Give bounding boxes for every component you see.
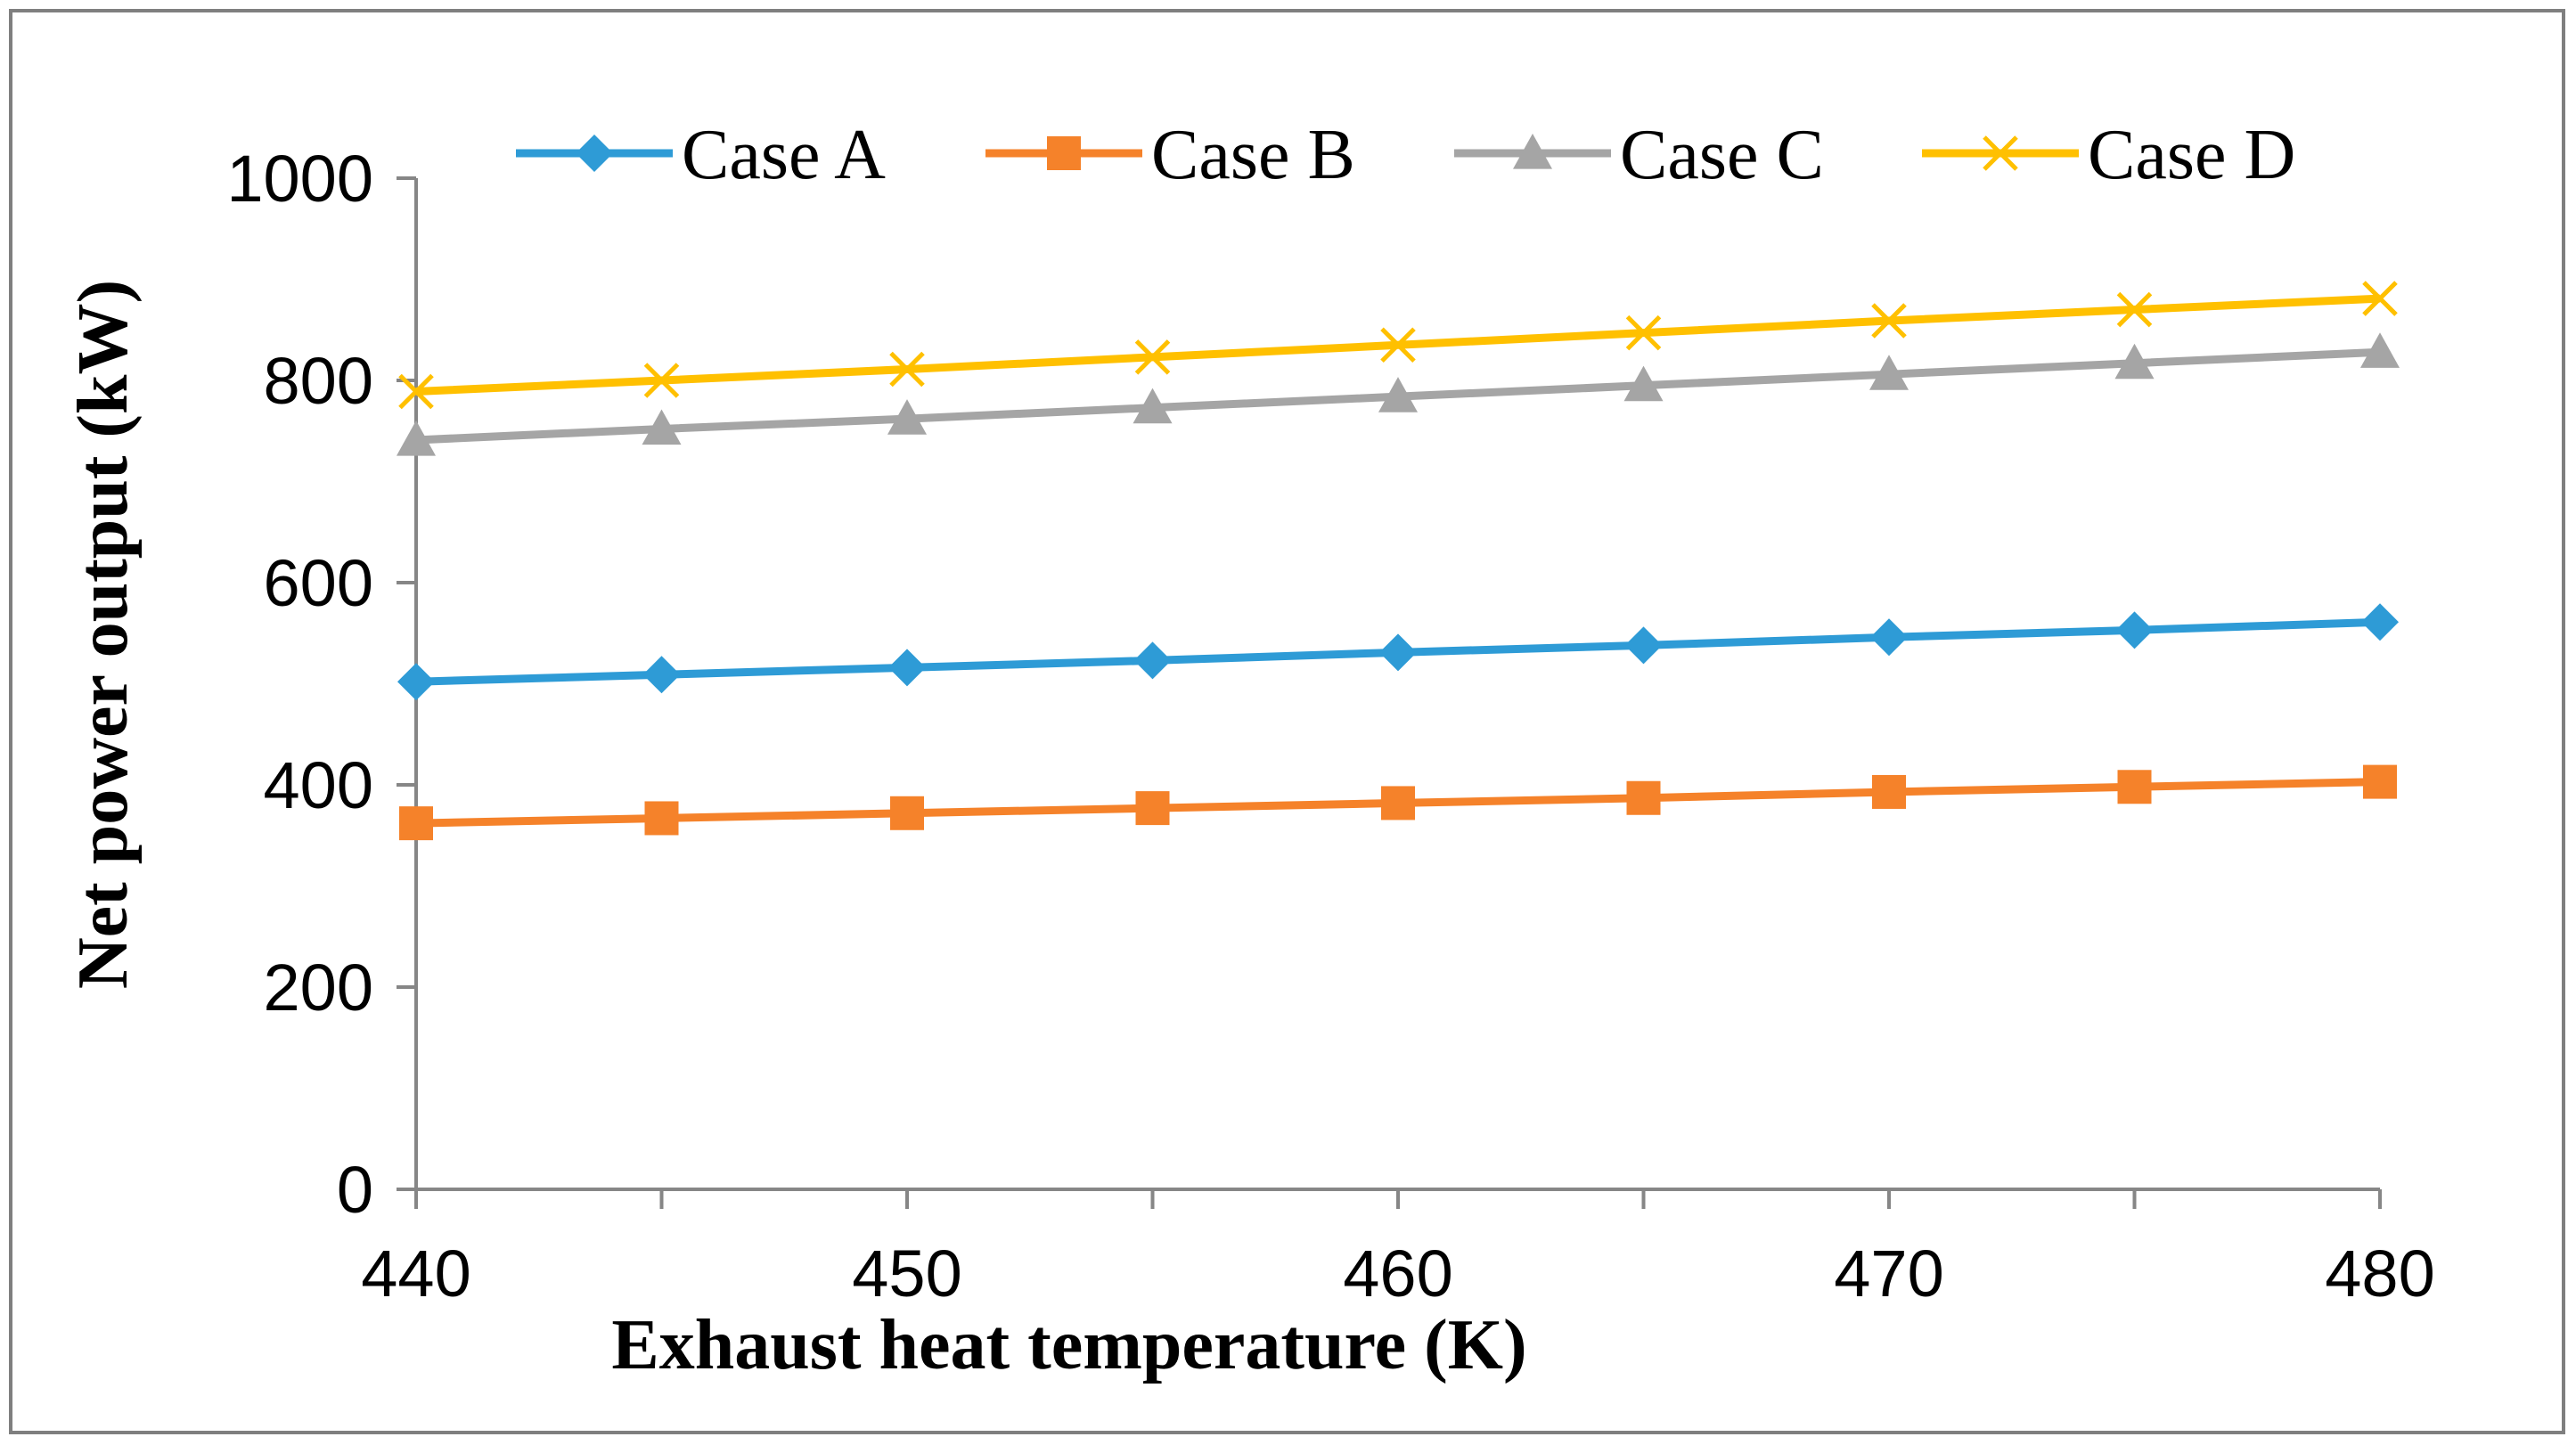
- series-case-b: [399, 764, 2397, 841]
- data-point-case-b: [399, 806, 433, 841]
- data-point-case-b: [1872, 774, 1906, 809]
- data-point-case-c: [2360, 332, 2400, 368]
- series-case-d: [398, 281, 2398, 410]
- data-point-case-d: [1134, 339, 1171, 375]
- x-tick-label: 480: [2325, 1237, 2434, 1310]
- data-point-case-a: [1624, 626, 1663, 665]
- data-point-case-a: [2115, 611, 2154, 649]
- data-point-case-d: [1380, 327, 1416, 363]
- legend-label-case-c: Case C: [1620, 116, 1824, 194]
- x-tick-label: 460: [1343, 1237, 1452, 1310]
- y-axis-title: Net power output (kW): [64, 280, 143, 989]
- data-point-case-b: [1626, 780, 1661, 815]
- series-case-a: [397, 603, 2399, 701]
- data-point-case-b: [2363, 764, 2397, 799]
- x-tick-label: 440: [361, 1237, 470, 1310]
- legend-label-case-d: Case D: [2088, 116, 2295, 194]
- legend-label-case-b: Case B: [1151, 116, 1355, 194]
- data-point-case-c: [397, 420, 436, 456]
- data-point-case-c: [887, 399, 927, 435]
- legend-marker-case-b: [1047, 136, 1081, 170]
- y-tick-label: 1000: [226, 142, 373, 216]
- data-point-case-c: [1133, 388, 1173, 424]
- data-point-case-a: [888, 649, 926, 687]
- data-point-case-d: [2116, 291, 2153, 328]
- data-point-case-d: [2362, 281, 2398, 316]
- data-point-case-b: [890, 796, 924, 830]
- data-point-case-b: [644, 801, 679, 836]
- axes: 0 200 400 600 800 1000 440 450 460 470 480: [226, 142, 2434, 1310]
- data-point-case-d: [1871, 303, 1907, 339]
- legend-item-case-c: Case C: [1454, 116, 1824, 194]
- legend-item-case-b: Case B: [985, 116, 1355, 194]
- legend-item-case-a: Case A: [516, 116, 886, 194]
- legend-marker-case-a: [576, 135, 613, 172]
- data-point-case-b: [1381, 786, 1415, 820]
- legend: Case A Case B Case C Case D: [516, 116, 2295, 194]
- data-point-case-c: [642, 409, 682, 445]
- legend-label-case-a: Case A: [682, 116, 886, 194]
- data-point-case-d: [889, 351, 925, 388]
- data-point-case-a: [2361, 603, 2399, 641]
- data-point-case-a: [1133, 641, 1172, 680]
- data-point-case-b: [2117, 770, 2152, 804]
- series-layer: [397, 281, 2400, 841]
- data-point-case-c: [1623, 365, 1664, 402]
- y-tick-label: 800: [264, 344, 373, 418]
- x-tick-label: 470: [1834, 1237, 1943, 1310]
- data-point-case-d: [398, 373, 434, 410]
- legend-marker-case-c: [1513, 134, 1552, 169]
- data-point-case-d: [1625, 314, 1662, 351]
- data-point-case-b: [1135, 791, 1170, 826]
- data-point-case-a: [1379, 633, 1417, 672]
- data-point-case-a: [397, 663, 435, 701]
- y-tick-label: 400: [264, 748, 373, 822]
- data-point-case-c: [2114, 343, 2155, 380]
- y-tick-label: 600: [264, 546, 373, 620]
- legend-item-case-d: Case D: [1922, 116, 2295, 194]
- data-point-case-d: [643, 363, 680, 398]
- legend-marker-case-d: [1983, 135, 2018, 171]
- series-case-c: [397, 332, 2400, 456]
- data-point-case-a: [642, 656, 681, 694]
- y-tick-label: 200: [264, 951, 373, 1025]
- x-axis-title: Exhaust heat temperature (K): [611, 1306, 1526, 1384]
- y-tick-label: 0: [337, 1153, 373, 1227]
- data-point-case-a: [1870, 618, 1908, 657]
- data-point-case-c: [1869, 355, 1909, 390]
- data-point-case-c: [1378, 377, 1418, 412]
- x-tick-label: 450: [852, 1237, 961, 1310]
